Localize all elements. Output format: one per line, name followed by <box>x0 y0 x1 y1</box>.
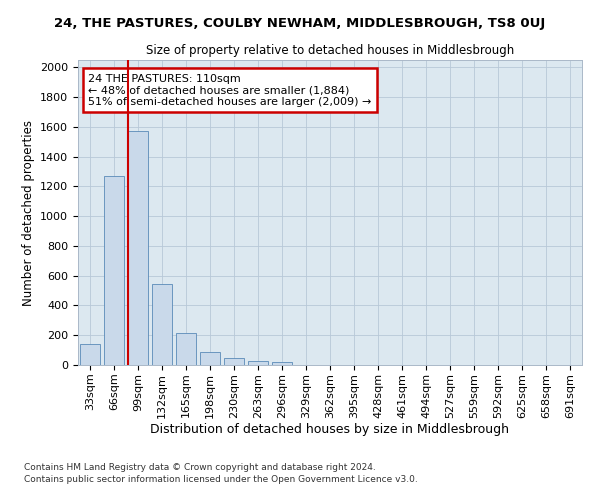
Bar <box>248 361 268 365</box>
Bar <box>128 132 148 365</box>
Bar <box>152 284 172 365</box>
Bar <box>104 176 124 365</box>
Title: Size of property relative to detached houses in Middlesbrough: Size of property relative to detached ho… <box>146 44 514 58</box>
Bar <box>80 344 100 365</box>
X-axis label: Distribution of detached houses by size in Middlesbrough: Distribution of detached houses by size … <box>151 424 509 436</box>
Bar <box>272 362 292 365</box>
Bar <box>200 352 220 365</box>
Text: Contains HM Land Registry data © Crown copyright and database right 2024.: Contains HM Land Registry data © Crown c… <box>24 464 376 472</box>
Bar <box>224 358 244 365</box>
Text: 24 THE PASTURES: 110sqm
← 48% of detached houses are smaller (1,884)
51% of semi: 24 THE PASTURES: 110sqm ← 48% of detache… <box>88 74 371 107</box>
Text: Contains public sector information licensed under the Open Government Licence v3: Contains public sector information licen… <box>24 474 418 484</box>
Bar <box>176 333 196 365</box>
Y-axis label: Number of detached properties: Number of detached properties <box>22 120 35 306</box>
Text: 24, THE PASTURES, COULBY NEWHAM, MIDDLESBROUGH, TS8 0UJ: 24, THE PASTURES, COULBY NEWHAM, MIDDLES… <box>55 18 545 30</box>
